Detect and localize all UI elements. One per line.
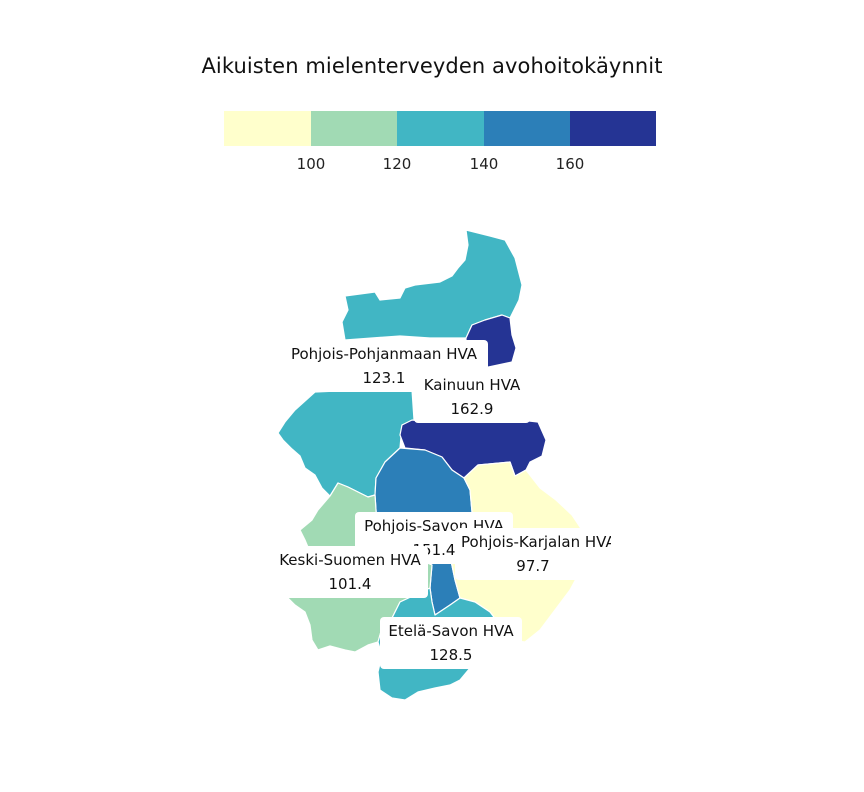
region-value: 101.4 [328,575,372,593]
legend-bin-1 [224,111,311,146]
region-value: 128.5 [429,646,473,664]
label-etela-savo: Etelä-Savon HVA 128.5 [380,617,522,669]
legend-colorbar [224,111,656,146]
legend-bin-4 [484,111,570,146]
legend-tick-100: 100 [296,155,326,173]
region-value: 162.9 [450,400,494,418]
region-name: Pohjois-Karjalan HVA [461,533,611,551]
region-name: Keski-Suomen HVA [279,551,421,569]
region-value: 97.7 [516,557,550,575]
label-keski-suomi: Keski-Suomen HVA 101.4 [272,546,428,598]
label-pohjois-karjala: Pohjois-Karjalan HVA 97.7 [455,528,611,580]
legend-tick-120: 120 [382,155,412,173]
legend-bin-2 [311,111,397,146]
region-value: 123.1 [362,369,406,387]
legend-tick-160: 160 [555,155,585,173]
legend-bin-5 [570,111,656,146]
legend-tick-140: 140 [469,155,499,173]
region-name: Etelä-Savon HVA [388,622,514,640]
label-kainuu: Kainuun HVA 162.9 [414,371,530,423]
legend-bin-3 [397,111,484,146]
map-title: Aikuisten mielenterveyden avohoitokäynni… [201,54,663,78]
region-name: Pohjois-Pohjanmaan HVA [290,345,478,363]
region-name: Kainuun HVA [423,376,521,394]
